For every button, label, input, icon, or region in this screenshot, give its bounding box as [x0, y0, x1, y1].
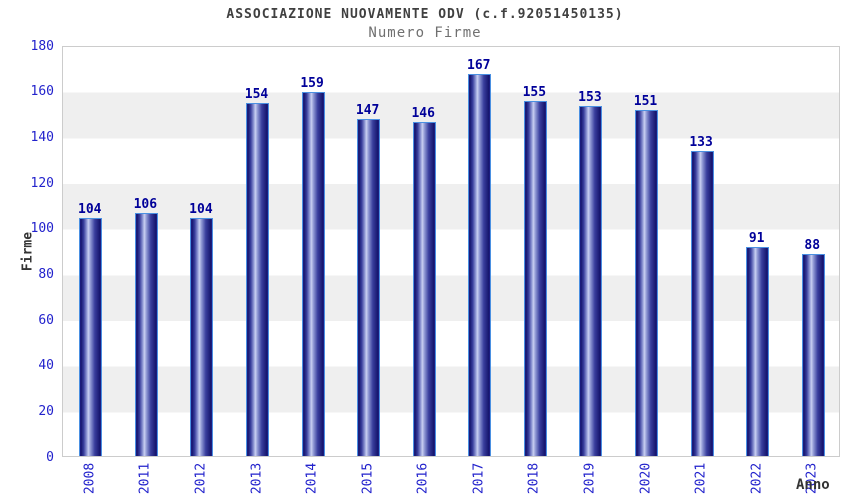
x-tick-label: 2020	[638, 462, 653, 495]
bar-value-label: 91	[748, 231, 765, 247]
chart-title: ASSOCIAZIONE NUOVAMENTE ODV (c.f.9205145…	[226, 7, 624, 22]
bar	[690, 151, 714, 456]
bar	[134, 212, 158, 456]
y-tick-label: 120	[30, 175, 54, 191]
y-tick-label: 140	[30, 129, 54, 145]
y-tick-label: 100	[30, 221, 54, 237]
x-tick-label: 2021	[693, 462, 709, 495]
chart-subtitle: Numero Firme	[368, 25, 482, 41]
bar	[579, 105, 603, 456]
bar-value-label: 104	[78, 201, 102, 217]
x-tick-label: 2018	[526, 462, 542, 495]
x-tick-label: 2019	[582, 462, 598, 495]
x-tick-label: 2008	[82, 462, 98, 495]
bar	[357, 119, 381, 456]
bar-value-label: 155	[522, 85, 547, 101]
bar	[746, 247, 770, 456]
x-tick-label: 2011	[137, 462, 153, 495]
bar	[635, 110, 658, 456]
y-tick-label: 60	[38, 312, 54, 328]
bar-value-label: 159	[300, 75, 324, 91]
bar-value-label: 167	[467, 57, 491, 73]
bar-value-label: 151	[633, 94, 658, 110]
x-axis-title: Anno	[796, 477, 830, 493]
bar	[468, 73, 492, 456]
bar-value-label: 104	[189, 201, 213, 217]
bar-value-label: 146	[411, 105, 435, 121]
y-tick-label: 180	[30, 38, 54, 54]
bar-value-label: 147	[355, 103, 380, 119]
bar	[246, 103, 269, 456]
x-tick-label: 2015	[360, 462, 376, 495]
y-axis-title: Firme	[20, 231, 36, 272]
bar	[190, 217, 214, 456]
x-tick-label: 2013	[249, 462, 264, 495]
plot-area	[62, 46, 840, 457]
bar	[412, 121, 436, 456]
x-tick-label: 2016	[415, 462, 431, 495]
y-tick-label: 0	[46, 449, 54, 465]
y-tick-label: 80	[38, 266, 54, 282]
x-tick-label: 2022	[749, 462, 765, 495]
bar-value-label: 154	[244, 87, 269, 103]
x-tick-label: 2017	[471, 462, 487, 495]
y-tick-label: 20	[38, 403, 54, 419]
x-tick-label: 2014	[304, 462, 320, 495]
bar	[801, 254, 825, 456]
bar-value-label: 88	[804, 238, 821, 254]
bar	[301, 91, 325, 456]
x-tick-label: 2012	[193, 462, 209, 495]
bar-value-label: 153	[578, 89, 602, 105]
bar	[79, 217, 103, 456]
y-tick-label: 160	[30, 84, 54, 100]
bar-value-label: 133	[689, 135, 713, 151]
bar-value-label: 106	[133, 196, 158, 212]
bar	[523, 101, 547, 456]
y-tick-label: 40	[38, 358, 54, 374]
